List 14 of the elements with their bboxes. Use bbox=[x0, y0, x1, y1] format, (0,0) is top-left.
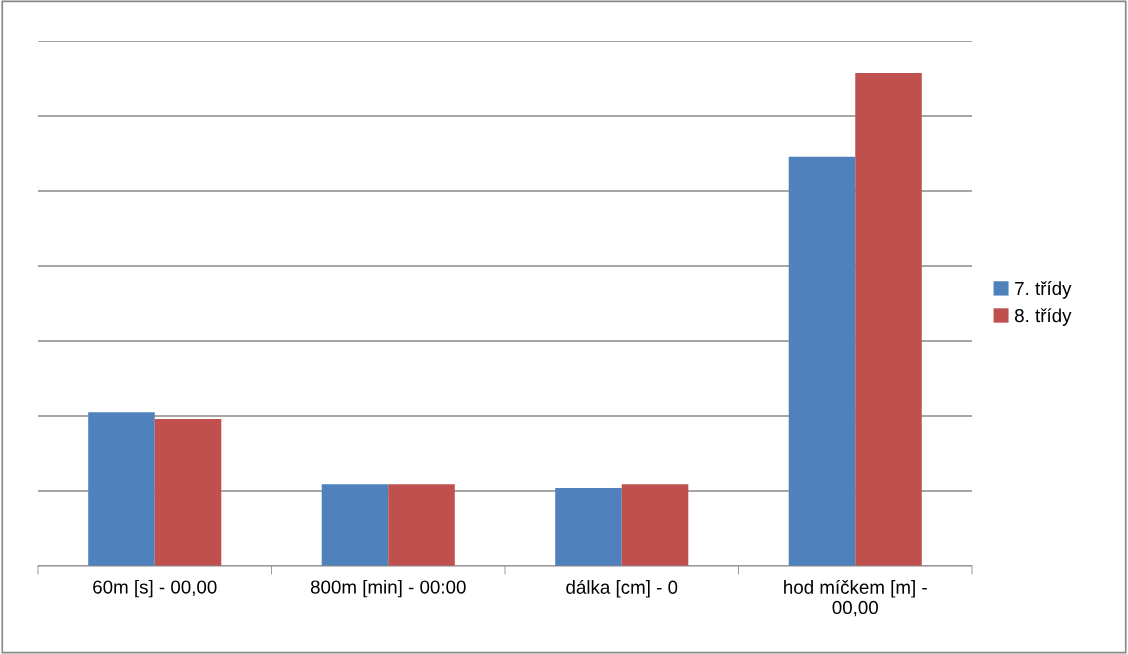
bar bbox=[788, 156, 856, 566]
x-tick-label: 60m [s] - 00,00 bbox=[93, 579, 217, 598]
bar bbox=[321, 484, 389, 566]
x-tick-label: 800m [min] - 00:00 bbox=[310, 579, 466, 598]
x-tick-label: dálka [cm] - 0 bbox=[566, 579, 678, 598]
bar bbox=[555, 488, 622, 566]
legend-label: 7. třídy bbox=[1015, 281, 1072, 299]
bar bbox=[855, 73, 922, 566]
bar bbox=[154, 419, 222, 566]
legend-label: 8. třídy bbox=[1014, 308, 1072, 326]
bar bbox=[621, 484, 689, 566]
bar bbox=[388, 484, 455, 566]
bar bbox=[88, 412, 155, 566]
x-tick-label: hod míčkem [m] - 00,00 bbox=[784, 579, 927, 617]
